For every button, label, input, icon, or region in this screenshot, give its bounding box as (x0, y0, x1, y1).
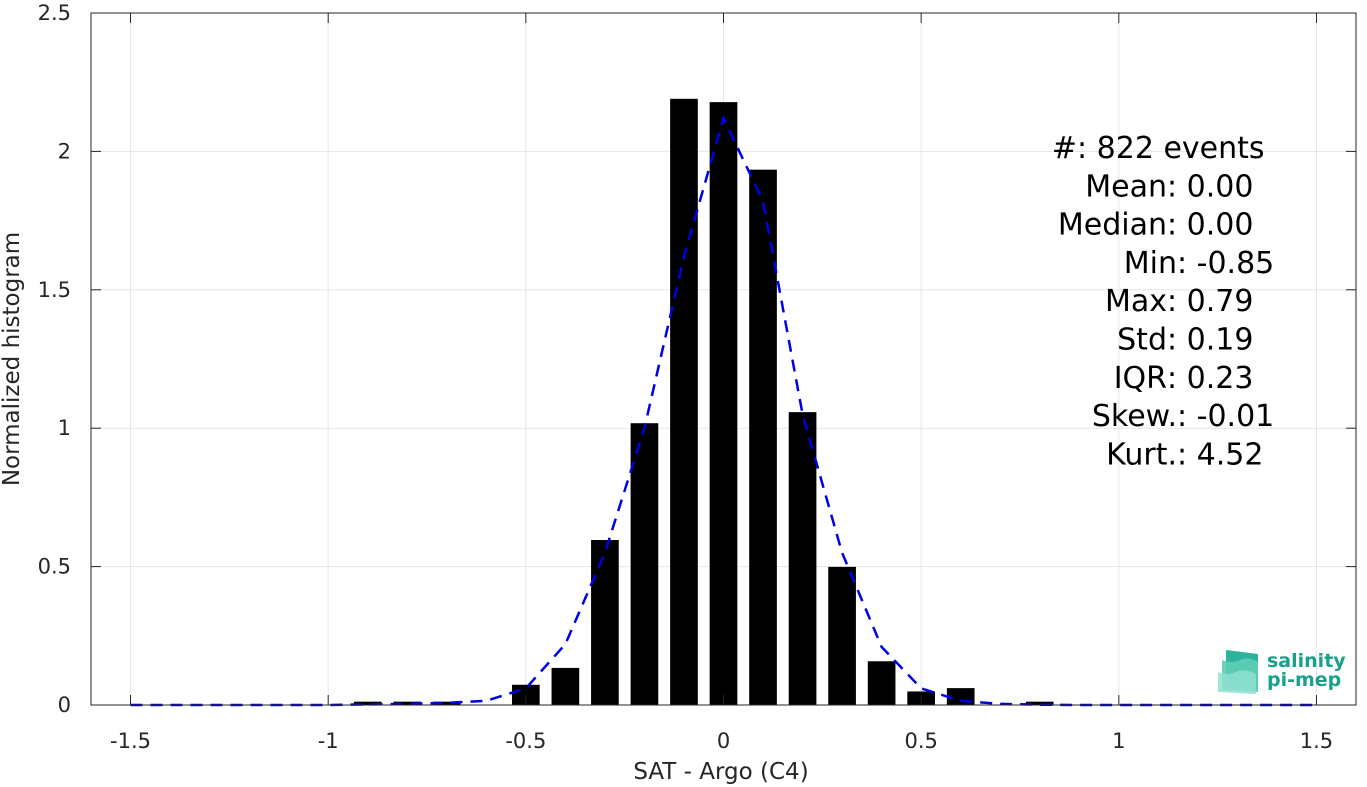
stat-value: : 0.00 (1167, 169, 1253, 204)
stat-label: Std (1117, 323, 1167, 358)
x-axis-label: SAT - Argo (C4) (633, 759, 808, 785)
stat-label: Max (1105, 284, 1167, 319)
histogram-bar (828, 566, 856, 705)
y-tick-label: 2 (58, 139, 71, 163)
stat-label: Skew. (1092, 399, 1177, 434)
stat-label: Mean (1085, 169, 1167, 204)
stat-value: : 822 events (1077, 131, 1265, 166)
stat-value: : 0.19 (1167, 323, 1253, 358)
histogram-bars (353, 98, 1054, 706)
histogram-bar (630, 423, 659, 705)
stat-label: Median (1058, 208, 1167, 243)
y-tick-labels: 0 0.5 1 1.5 2 2.5 (38, 1, 71, 717)
histogram-bar (749, 169, 777, 705)
stat-value: : 4.52 (1177, 437, 1263, 472)
stat-value: : 0.79 (1167, 284, 1253, 319)
x-tick-label: 0.5 (904, 729, 937, 753)
stat-label: IQR (1114, 361, 1167, 396)
x-tick-label: 1.5 (1300, 729, 1333, 753)
y-tick-label: 1.5 (38, 278, 71, 302)
stat-value: : -0.85 (1177, 246, 1274, 281)
histogram-bar (551, 667, 580, 705)
histogram-bar (591, 540, 619, 705)
x-tick-label: 0 (717, 729, 730, 753)
histogram-bar (670, 98, 698, 706)
axes-frame (90, 12, 1357, 706)
histogram-bar (788, 412, 817, 705)
x-tick-label: -0.5 (505, 729, 546, 753)
stat-value: : -0.01 (1177, 399, 1274, 434)
histogram-bar (432, 701, 461, 705)
y-tick-label: 0.5 (38, 555, 71, 579)
y-tick-label: 1 (58, 416, 71, 440)
histogram-bar (353, 701, 382, 705)
stat-label: Min (1124, 246, 1177, 281)
logo-line1: salinity (1267, 650, 1346, 672)
fit-curve (130, 114, 1317, 707)
histogram-bar (709, 102, 738, 706)
y-tick-label: 0 (58, 693, 71, 717)
histogram-bar (867, 661, 896, 705)
fit-curve-group (130, 114, 1317, 707)
y-tick-label: 2.5 (38, 1, 71, 25)
histogram-bar (1025, 701, 1054, 705)
x-tick-label: 1 (1112, 729, 1125, 753)
salinity-pi-mep-logo: salinity pi-mep (1218, 650, 1346, 694)
y-axis-label: Normalized histogram (0, 232, 25, 486)
logo-line2: pi-mep (1267, 669, 1341, 691)
x-tick-label: -1 (318, 729, 339, 753)
x-tick-labels: -1.5 -1 -0.5 0 0.5 1 1.5 (110, 729, 1333, 753)
stat-label: # (1052, 131, 1077, 166)
stat-value: : 0.23 (1167, 361, 1253, 396)
x-tick-label: -1.5 (110, 729, 151, 753)
stat-label: Kurt. (1106, 437, 1177, 472)
stat-value: : 0.00 (1167, 208, 1253, 243)
waves-icon (1218, 650, 1258, 694)
histogram-bar (393, 701, 422, 705)
